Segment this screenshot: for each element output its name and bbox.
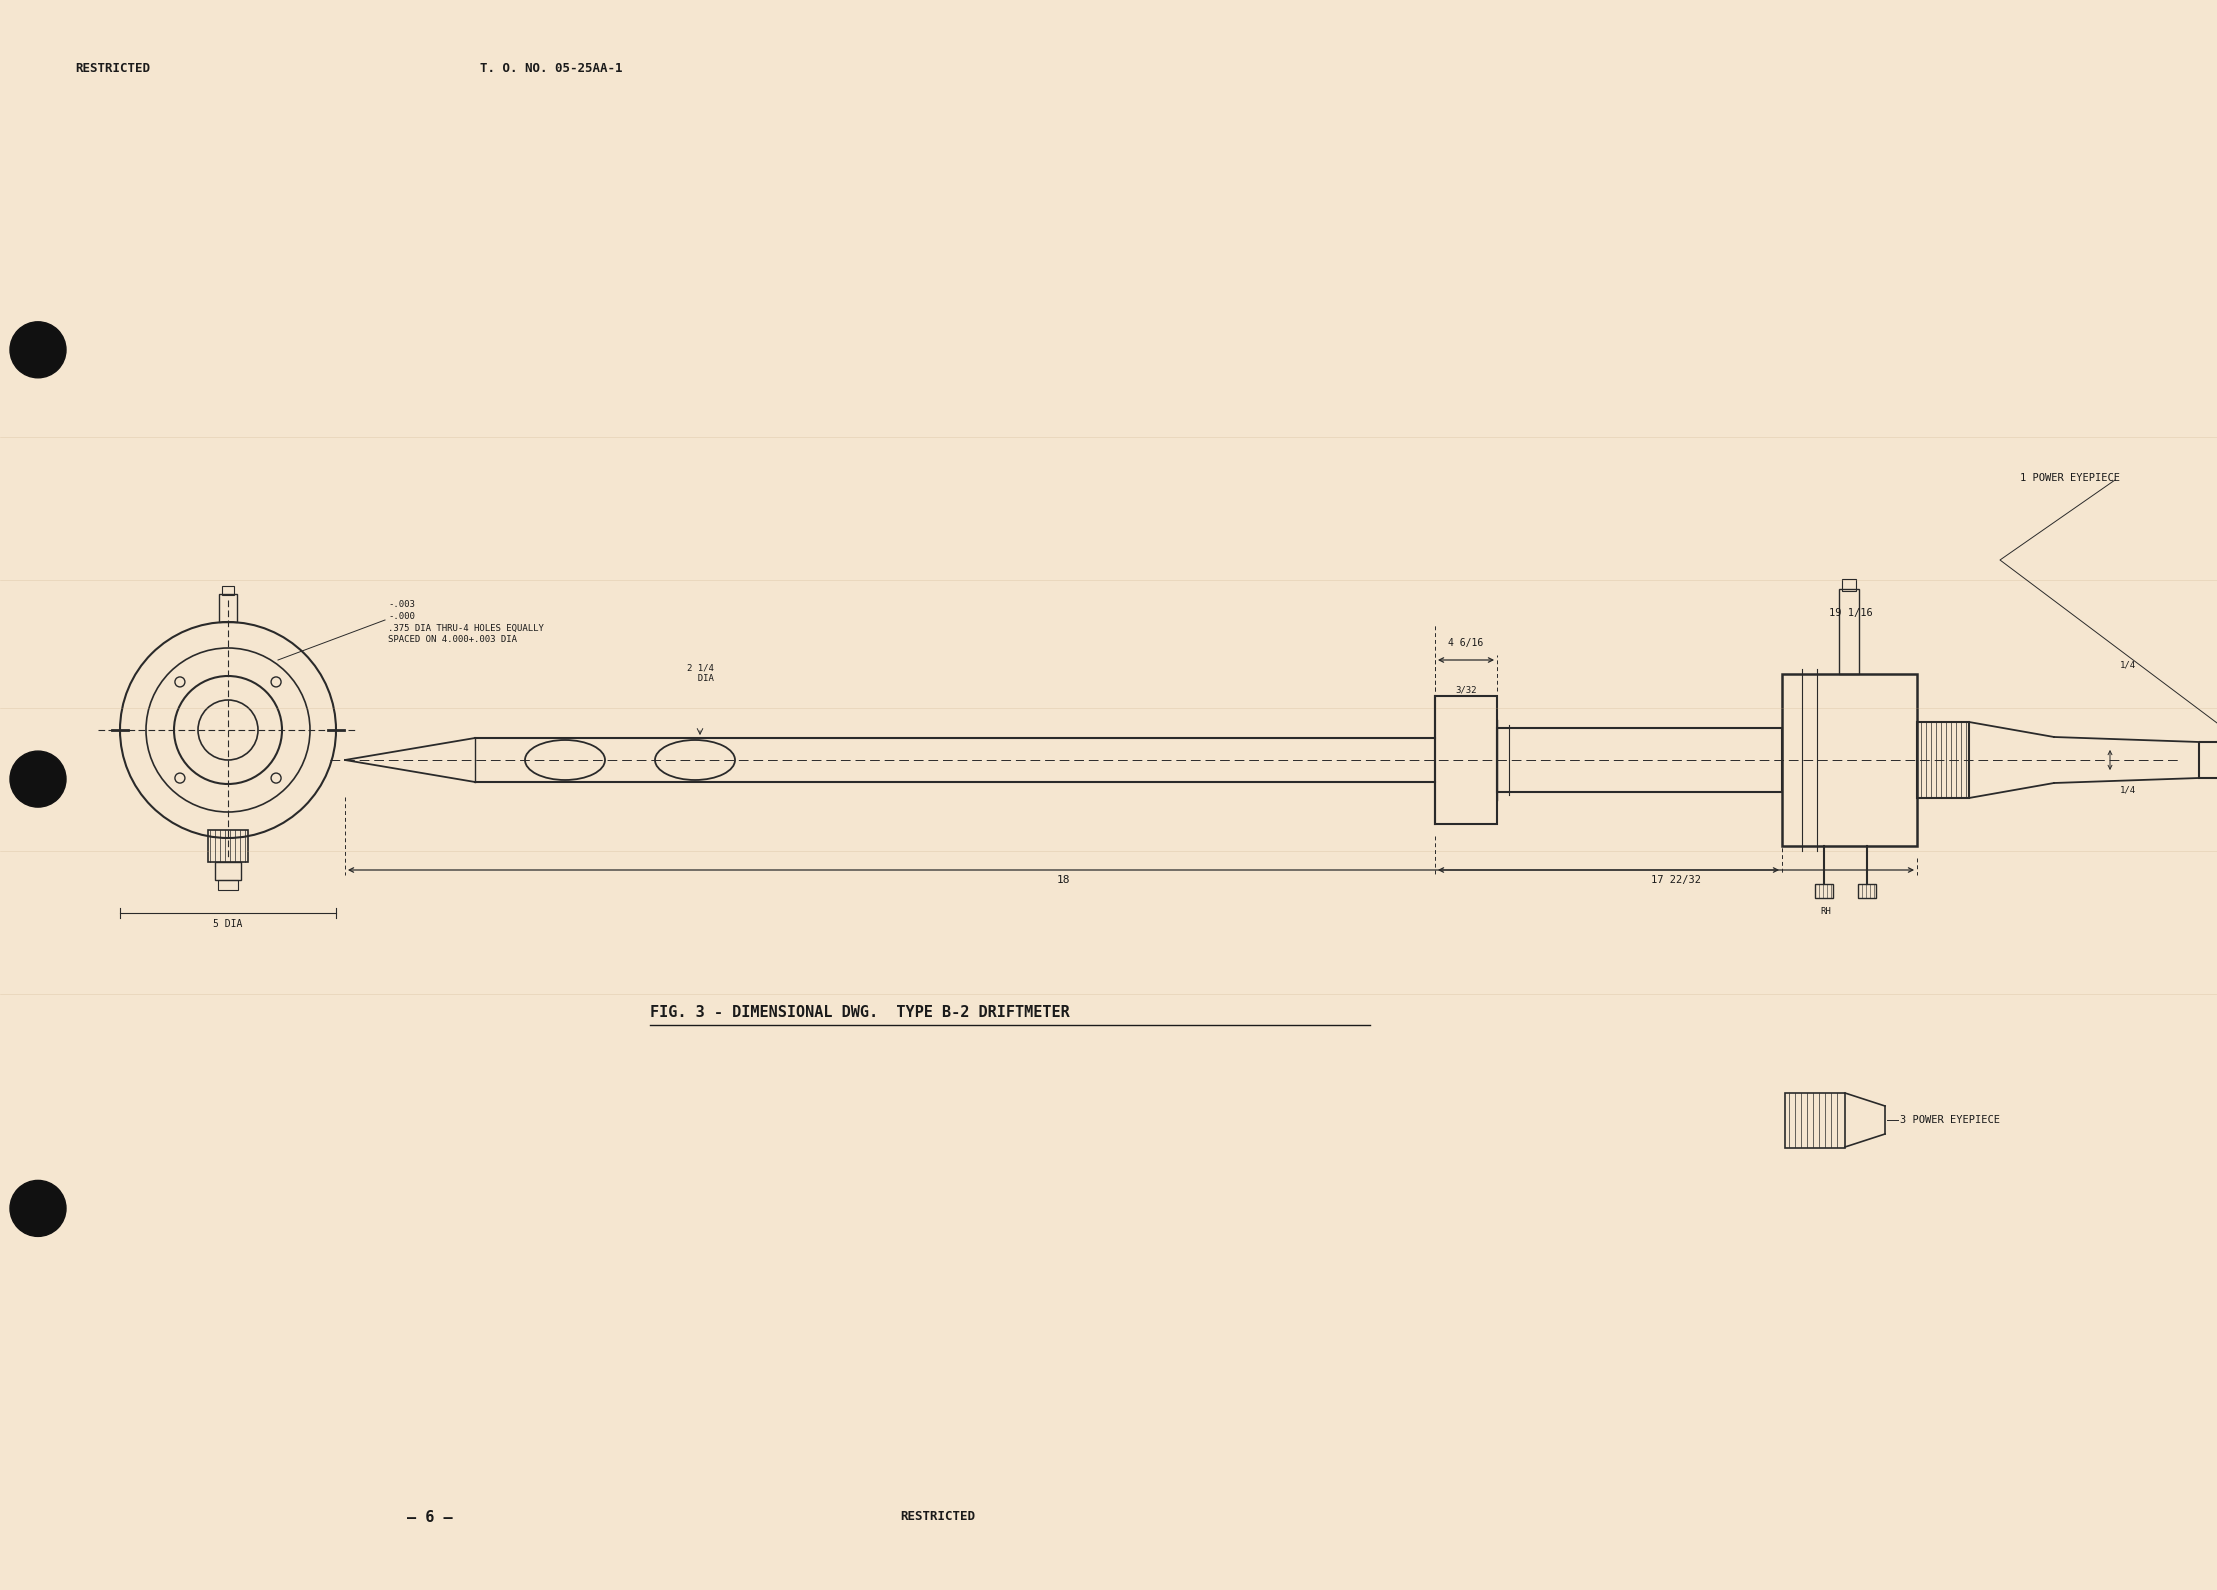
Bar (1858, 884, 1876, 898)
Bar (219, 595, 237, 622)
Text: 18: 18 (1058, 875, 1071, 886)
Text: 1/4: 1/4 (2119, 660, 2137, 669)
Text: 19 1/16: 19 1/16 (1829, 607, 1873, 619)
Bar (1434, 696, 1496, 824)
Text: 1 POWER EYEPIECE: 1 POWER EYEPIECE (2020, 472, 2119, 483)
Text: -.003
-.000
.375 DIA THRU-4 HOLES EQUALLY
SPACED ON 4.000+.003 DIA: -.003 -.000 .375 DIA THRU-4 HOLES EQUALL… (388, 599, 543, 644)
Bar (1496, 728, 1782, 792)
Text: 17 22/32: 17 22/32 (1652, 875, 1700, 886)
Text: 1/4: 1/4 (2119, 785, 2137, 795)
Text: 4 6/16: 4 6/16 (1448, 638, 1483, 649)
Text: RH: RH (1820, 906, 1831, 916)
Bar (1816, 884, 1833, 898)
Circle shape (11, 321, 67, 378)
Bar (1785, 1092, 1845, 1148)
Text: 3 POWER EYEPIECE: 3 POWER EYEPIECE (1900, 1115, 2000, 1126)
Text: RESTRICTED: RESTRICTED (900, 1510, 975, 1523)
Text: RESTRICTED: RESTRICTED (75, 62, 151, 75)
Text: FIG. 3 - DIMENSIONAL DWG.  TYPE B-2 DRIFTMETER: FIG. 3 - DIMENSIONAL DWG. TYPE B-2 DRIFT… (650, 1005, 1071, 1021)
Bar (208, 830, 248, 862)
Text: — 6 —: — 6 — (408, 1510, 452, 1525)
Bar (222, 587, 235, 595)
Text: 2 1/4
  DIA: 2 1/4 DIA (687, 663, 714, 684)
Text: 3/32: 3/32 (1454, 685, 1477, 693)
Bar (2199, 743, 2217, 778)
Bar (215, 862, 242, 879)
Circle shape (11, 750, 67, 808)
Text: 5 DIA: 5 DIA (213, 919, 242, 929)
Circle shape (11, 1180, 67, 1237)
Bar (1842, 579, 1856, 591)
Bar (1782, 674, 1918, 846)
Text: T. O. NO. 05-25AA-1: T. O. NO. 05-25AA-1 (481, 62, 623, 75)
Bar (1918, 722, 1969, 798)
Bar (217, 879, 237, 890)
Bar (1838, 588, 1860, 674)
